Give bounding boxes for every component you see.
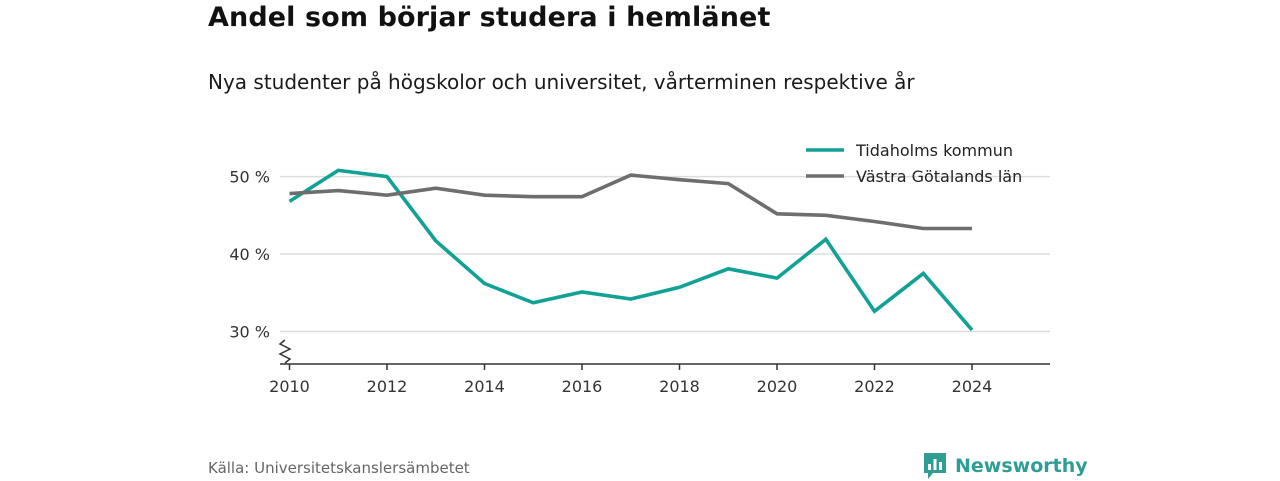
y-tick-label: 50 % [229,168,270,187]
x-tick-label: 2014 [464,377,505,396]
y-tick-label: 30 % [229,322,270,341]
x-tick-label: 2016 [562,377,603,396]
y-tick-label: 40 % [229,245,270,264]
series-line-vastra-gotaland [289,173,972,231]
newsworthy-logo-icon [924,453,946,479]
chart-title: Andel som börjar studera i hemlänet [208,2,771,33]
chart-subtitle: Nya studenter på högskolor och universit… [208,70,915,94]
brand-logo: Newsworthy [922,451,1088,481]
x-tick-label: 2020 [757,377,798,396]
legend-label: Västra Götalands län [856,167,1022,186]
legend-label: Tidaholms kommun [855,141,1013,160]
source-note: Källa: Universitetskanslersämbetet [208,459,470,477]
brand-name: Newsworthy [955,455,1088,477]
line-chart: 30 % 40 % 50 % 2010 2012 2014 2016 2018 2020 2022… [229,141,1050,396]
x-tick-label: 2010 [269,377,310,396]
x-tick-label: 2012 [367,377,408,396]
series-line-tidaholm [288,168,974,332]
x-tick-label: 2022 [854,377,895,396]
x-tick-label: 2024 [952,377,993,396]
x-tick-label: 2018 [659,377,700,396]
axis-break-icon [278,339,292,364]
